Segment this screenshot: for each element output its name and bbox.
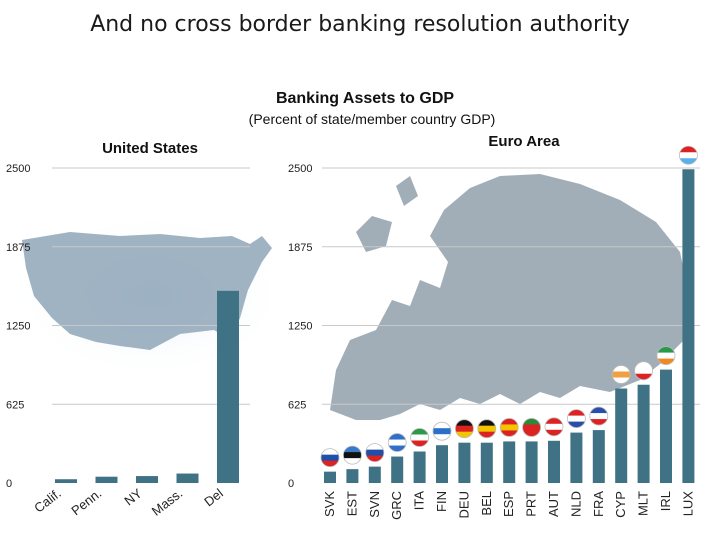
eu-category-label: NLD <box>568 491 583 517</box>
us-bar-mass <box>176 473 199 483</box>
flag-icon-lux <box>679 146 698 165</box>
flag-icon-svk <box>321 448 339 467</box>
flag-ring <box>365 443 385 463</box>
flag-icon-bel <box>477 419 496 438</box>
eu-category-label: EST <box>344 491 359 516</box>
us-bar-panel: 0 625 1250 1875 2500 Calif. Penn. NY Mass. Del <box>6 163 250 519</box>
eu-bar-aut <box>548 440 560 483</box>
eu-category-label: SVN <box>367 491 382 518</box>
eu-bar-deu <box>458 442 471 483</box>
flag-ring <box>410 428 430 447</box>
flag-icon-esp <box>500 418 519 437</box>
us-category-label: Calif. <box>31 486 64 516</box>
flag-ring <box>499 418 519 437</box>
flag-ring <box>477 419 497 439</box>
eu-category-label: ESP <box>501 491 516 517</box>
eu-category-label: MLT <box>636 491 651 516</box>
flag-icon-est <box>343 446 362 465</box>
flag-ring <box>544 417 564 437</box>
us-y-tick-label: 1250 <box>6 321 30 333</box>
flag-icon-mlt <box>634 361 653 380</box>
eu-category-label: AUT <box>546 491 561 517</box>
flag-ring <box>567 409 586 429</box>
us-panel-title: United States <box>102 140 198 157</box>
us-map-image <box>10 210 290 380</box>
flag-icon-fra <box>589 407 608 426</box>
eu-category-label: LUX <box>680 491 695 517</box>
europe-map-image <box>330 174 690 420</box>
us-bar-penn <box>95 476 118 483</box>
chart-title: Banking Assets to GDP <box>276 90 454 107</box>
eu-category-label: FRA <box>591 491 606 517</box>
us-bar-del <box>217 290 239 483</box>
flag-ring <box>454 419 474 439</box>
eu-bar-svk <box>324 471 336 483</box>
eu-y-tick-label: 2500 <box>288 163 312 175</box>
eu-bar-fin <box>436 445 448 483</box>
flag-icon-irl <box>657 346 675 365</box>
us-category-label: Penn. <box>68 486 104 519</box>
eu-bar-ita <box>413 451 426 483</box>
eu-category-label: BEL <box>479 491 494 516</box>
eu-category-label: ITA <box>412 491 427 511</box>
eu-y-tick-label: 625 <box>288 399 306 411</box>
flag-icon-nld <box>567 409 586 428</box>
flag-ring <box>611 365 631 384</box>
eu-bar-irl <box>660 369 672 483</box>
eu-bar-lux <box>682 169 695 483</box>
us-bar-calif <box>55 479 77 483</box>
eu-category-label: IRL <box>658 491 673 511</box>
eu-y-tick-label: 1250 <box>288 321 312 333</box>
flag-ring <box>432 421 452 441</box>
eu-category-label: DEU <box>456 491 471 518</box>
eu-category-label: FIN <box>434 491 449 512</box>
eu-bar-esp <box>503 441 516 483</box>
eu-bar-bel <box>480 442 493 483</box>
us-y-tick-label: 1875 <box>6 242 30 254</box>
eu-panel-title: Euro Area <box>488 133 560 150</box>
slide-title: And no cross border banking resolution a… <box>90 12 630 37</box>
us-bar-ny <box>136 476 158 483</box>
flag-ring <box>342 445 362 465</box>
eu-category-label: GRC <box>389 491 404 520</box>
eu-y-tick-label: 1875 <box>288 242 312 254</box>
eu-bar-panel: 0 625 1250 1875 2500 SVK EST SVN GRC ITA FIN DEU BEL… <box>288 163 700 520</box>
us-y-tick-label: 2500 <box>6 163 30 175</box>
eu-bar-est <box>346 469 359 483</box>
eu-bar-mlt <box>637 384 650 483</box>
us-category-label: NY <box>121 485 145 508</box>
flag-markers <box>320 145 698 468</box>
flag-icon-cyp <box>612 365 631 384</box>
flag-ring <box>522 418 541 437</box>
flag-icon-ita <box>410 428 429 447</box>
eu-bar-fra <box>592 430 605 483</box>
flag-ring <box>634 361 653 381</box>
eu-bar-prt <box>525 441 538 483</box>
flag-icon-fin <box>433 422 451 441</box>
eu-bar-cyp <box>615 388 628 483</box>
flag-ring <box>679 145 698 165</box>
us-y-tick-label: 625 <box>6 399 24 411</box>
us-y-tick-label: 0 <box>6 478 12 490</box>
eu-category-label: SVK <box>322 491 337 517</box>
us-category-label: Mass. <box>149 486 186 519</box>
flag-icon-prt <box>522 418 541 437</box>
us-category-label: Del <box>201 485 226 509</box>
eu-y-tick-label: 0 <box>288 478 294 490</box>
flag-icon-svn <box>365 443 384 462</box>
eu-bar-svn <box>368 466 381 483</box>
chart-subtitle: (Percent of state/member country GDP) <box>249 111 496 127</box>
eu-category-label: CYP <box>613 491 628 518</box>
eu-bar-nld <box>570 432 583 483</box>
flag-ring <box>589 406 609 426</box>
flag-ring <box>656 346 676 366</box>
flag-icon-grc <box>388 433 407 452</box>
eu-category-label: PRT <box>524 491 539 517</box>
flag-icon-deu <box>455 419 474 438</box>
flag-ring <box>320 448 340 468</box>
flag-icon-aut <box>545 417 563 436</box>
flag-ring <box>387 433 407 452</box>
eu-bar-grc <box>391 456 404 483</box>
